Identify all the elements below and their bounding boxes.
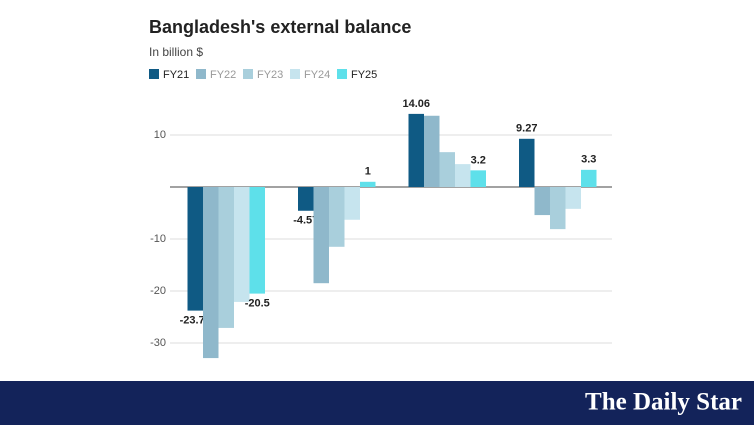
legend-swatch: [337, 69, 347, 79]
bar: [249, 187, 265, 294]
legend-label: FY22: [210, 69, 236, 81]
data-label: 9.27: [516, 123, 537, 135]
legend-label: FY21: [163, 69, 189, 81]
bar: [218, 187, 234, 328]
bar: [360, 181, 376, 187]
bar: [234, 187, 250, 302]
bar: [581, 169, 597, 187]
data-label: 14.06: [402, 98, 430, 110]
y-tick-label: -10: [150, 233, 166, 245]
bar: [455, 164, 471, 187]
data-label: 3.3: [581, 154, 596, 166]
bar: [470, 170, 486, 187]
bar: [550, 187, 566, 230]
bar: [329, 187, 345, 247]
legend-swatch: [290, 69, 300, 79]
chart-title: Bangladesh's external balance: [149, 17, 411, 37]
chart-subtitle: In billion $: [149, 45, 203, 59]
data-label: -20.5: [245, 298, 270, 310]
data-label: 3.2: [471, 154, 486, 166]
bar: [408, 113, 424, 187]
y-tick-label: -30: [150, 337, 166, 349]
legend-swatch: [149, 69, 159, 79]
legend-label: FY24: [304, 69, 330, 81]
bar: [439, 152, 455, 187]
bar: [534, 187, 550, 216]
data-label: 1: [365, 166, 371, 178]
legend-label: FY25: [351, 69, 377, 81]
legend-label: FY23: [257, 69, 283, 81]
bar: [187, 187, 203, 311]
footer-brand: The Daily Star: [585, 389, 742, 416]
bar: [203, 187, 219, 359]
bar: [313, 187, 329, 284]
data-label: -4.57: [293, 215, 318, 227]
bar: [519, 138, 535, 187]
bar: [565, 187, 581, 209]
legend-swatch: [243, 69, 253, 79]
y-tick-label: -20: [150, 285, 166, 297]
footer-band: [0, 381, 754, 425]
bar: [424, 115, 440, 187]
bar: [344, 187, 360, 220]
bar: [298, 187, 314, 211]
legend-swatch: [196, 69, 206, 79]
y-tick-label: 10: [154, 129, 166, 141]
